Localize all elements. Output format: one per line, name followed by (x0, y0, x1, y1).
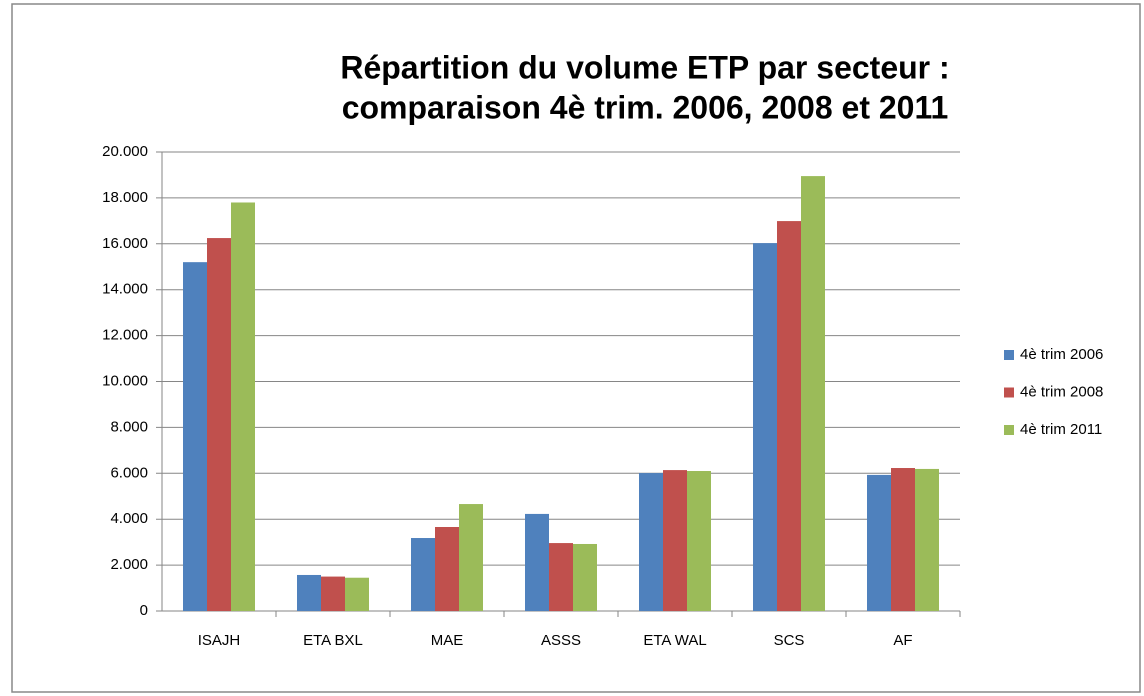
bar (411, 538, 435, 611)
x-tick-label: ISAJH (198, 632, 241, 649)
y-tick-label: 8.000 (110, 418, 148, 435)
bar (297, 574, 321, 611)
bar (459, 504, 483, 611)
bar (435, 527, 459, 611)
bar (753, 243, 777, 611)
y-tick-label: 0 (140, 602, 148, 619)
bar (183, 262, 207, 611)
bar (777, 221, 801, 611)
bar (891, 468, 915, 611)
x-tick-label: ETA BXL (303, 632, 363, 649)
bar (663, 470, 687, 611)
legend-label: 4è trim 2008 (1020, 383, 1103, 400)
bar (687, 471, 711, 611)
chart-title: comparaison 4è trim. 2006, 2008 et 2011 (342, 89, 949, 125)
y-tick-label: 4.000 (110, 510, 148, 527)
bar (639, 473, 663, 611)
bar (573, 543, 597, 611)
y-tick-label: 2.000 (110, 556, 148, 573)
bar (207, 238, 231, 611)
y-tick-label: 18.000 (102, 189, 148, 206)
y-tick-label: 20.000 (102, 143, 148, 160)
bar (345, 577, 369, 611)
legend-label: 4è trim 2006 (1020, 346, 1103, 363)
y-tick-label: 14.000 (102, 281, 148, 298)
y-tick-label: 6.000 (110, 464, 148, 481)
bar (321, 576, 345, 611)
legend-swatch (1004, 350, 1014, 360)
x-tick-label: AF (893, 632, 912, 649)
bar (801, 176, 825, 611)
y-tick-label: 10.000 (102, 372, 148, 389)
x-tick-label: MAE (431, 632, 464, 649)
legend-swatch (1004, 425, 1014, 435)
x-tick-label: ETA WAL (643, 632, 706, 649)
chart-title: Répartition du volume ETP par secteur : (340, 49, 949, 85)
legend-label: 4è trim 2011 (1020, 421, 1102, 438)
bar (231, 202, 255, 612)
bar (525, 513, 549, 611)
legend-swatch (1004, 387, 1014, 398)
bar (867, 474, 891, 611)
bar (915, 468, 939, 611)
y-tick-label: 12.000 (102, 327, 148, 344)
bar (549, 543, 573, 611)
x-tick-label: ASSS (541, 632, 581, 649)
y-tick-label: 16.000 (102, 235, 148, 252)
x-tick-label: SCS (774, 632, 805, 649)
